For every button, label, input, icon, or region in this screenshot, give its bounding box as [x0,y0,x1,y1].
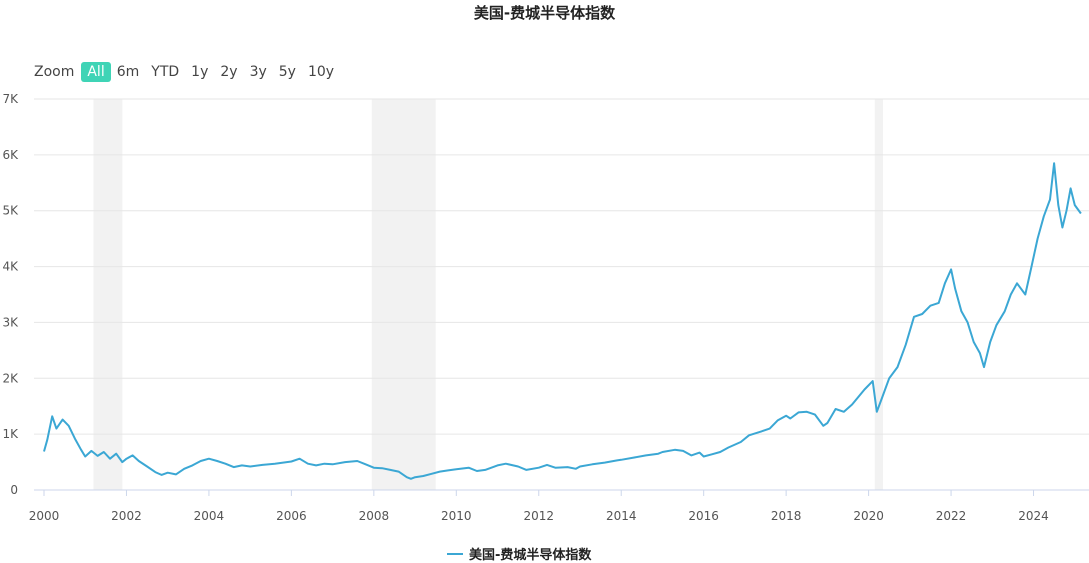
x-tick-label: 2002 [111,509,142,523]
zoom-button-3y[interactable]: 3y [249,64,267,80]
x-tick-label: 2018 [771,509,802,523]
y-tick-label: 4K [2,260,19,274]
shaded-band-0 [93,99,123,490]
zoom-button-all[interactable]: All [81,62,111,82]
y-tick-label: 3K [2,315,19,329]
x-tick-label: 2014 [606,509,637,523]
x-tick-label: 2008 [359,509,390,523]
zoom-button-10y[interactable]: 10y [307,64,335,80]
x-tick-label: 2024 [1018,509,1049,523]
y-tick-label: 7K [2,92,19,106]
y-tick-label: 5K [2,204,19,218]
legend-swatch [447,552,463,555]
legend-label: 美国-费城半导体指数 [469,548,592,563]
zoom-button-2y[interactable]: 2y [220,64,238,80]
y-tick-label: 1K [2,427,19,441]
x-tick-label: 2012 [523,509,554,523]
chart-title: 美国-费城半导体指数 [473,4,616,22]
zoom-button-ytd[interactable]: YTD [151,64,180,80]
x-tick-label: 2022 [936,509,967,523]
x-tick-label: 2020 [853,509,884,523]
zoom-label: Zoom [34,64,75,80]
series-line-0 [43,162,1082,480]
zoom-button-1y[interactable]: 1y [191,64,209,80]
x-tick-label: 2006 [276,509,307,523]
legend[interactable]: 美国-费城半导体指数 [447,544,591,563]
y-tick-label: 0 [10,483,18,497]
x-tick-label: 2016 [688,509,719,523]
x-tick-label: 2000 [29,509,60,523]
y-tick-label: 2K [2,371,19,385]
x-tick-label: 2010 [441,509,472,523]
shaded-band-1 [371,99,436,490]
zoom-selector: Zoom All 6m YTD 1y 2y 3y 5y 10y [34,60,340,84]
x-tick-label: 2004 [194,509,225,523]
zoom-button-5y[interactable]: 5y [278,64,296,80]
shaded-band-2 [874,99,884,490]
zoom-button-6m[interactable]: 6m [116,64,140,80]
y-tick-label: 6K [2,148,19,162]
